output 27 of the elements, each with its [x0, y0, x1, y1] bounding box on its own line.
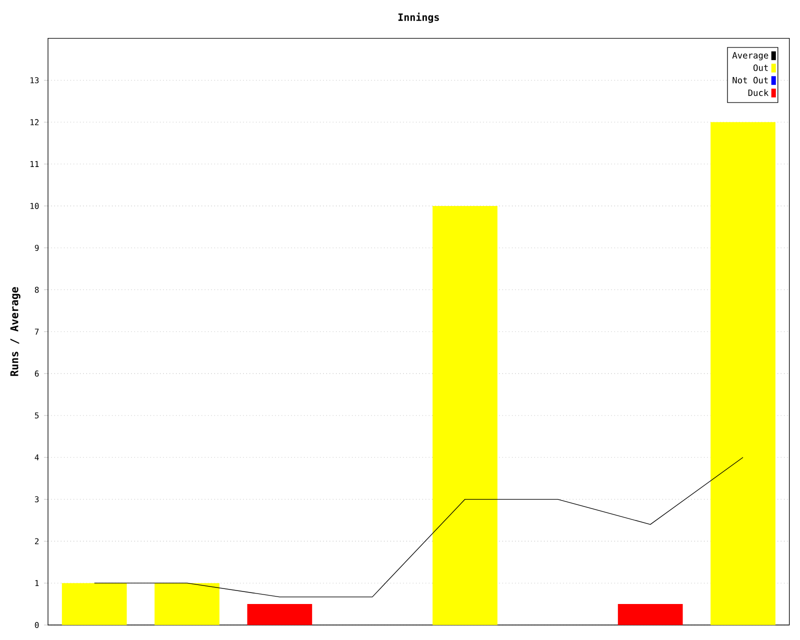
y-tick-label: 8 — [34, 286, 39, 293]
legend-label: Out — [754, 64, 768, 72]
y-tick-label: 1 — [35, 580, 39, 586]
line-series — [94, 457, 744, 598]
y-tick-label: 3 — [34, 496, 39, 502]
y-tick-label: 10 — [30, 202, 39, 209]
chart-title: Innings — [398, 12, 439, 23]
legend-label: Not Out — [732, 76, 768, 84]
bar — [432, 206, 498, 626]
y-tick-label: 5 — [34, 412, 39, 418]
y-axis-title: Runs / Average — [10, 287, 20, 376]
bar — [710, 122, 776, 626]
y-tick-label: 9 — [34, 244, 39, 251]
y-tick-label: 13 — [30, 77, 39, 84]
bar — [154, 583, 220, 626]
bar — [618, 604, 683, 626]
y-tick-label: 7 — [34, 328, 39, 335]
y-tick-label: 11 — [30, 161, 39, 167]
legend-label: Duck — [748, 89, 769, 96]
y-tick-label: 12 — [30, 119, 39, 126]
y-tick-label: 0 — [34, 622, 39, 628]
bar — [247, 604, 312, 626]
y-tick-label: 6 — [34, 370, 39, 377]
bar — [62, 583, 127, 626]
legend-label: Average — [732, 52, 768, 60]
y-tick-label: 2 — [34, 538, 39, 544]
y-tick-label: 4 — [34, 454, 39, 460]
